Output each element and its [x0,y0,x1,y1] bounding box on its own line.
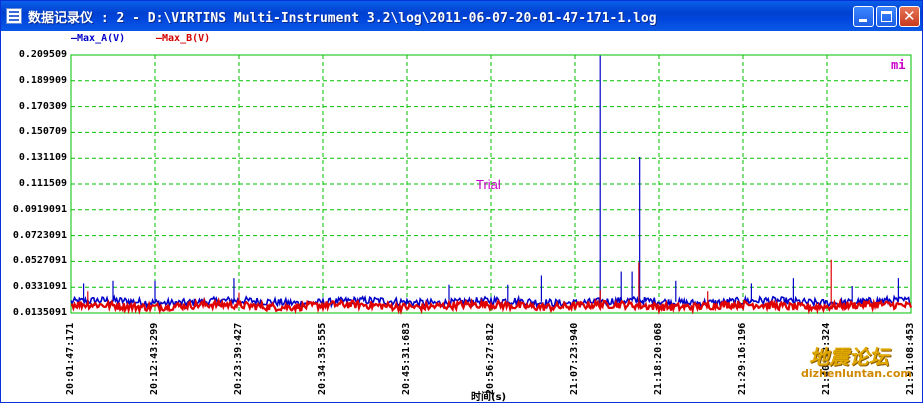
maximize-icon [881,11,892,22]
series-line-max-b [70,296,913,316]
close-icon: ✕ [903,7,916,25]
x-tick-label: 20:12:43:299 [149,322,160,395]
x-tick-label: 21:07:23:940 [569,322,580,395]
x-axis-label: 时间(s) [471,392,507,403]
legend-series-a: —Max_A(V) [71,33,126,44]
y-tick-label: 0.0919091 [12,203,67,215]
y-tick-label: 0.150709 [18,126,67,138]
forum-watermark: 地震论坛 [809,345,889,369]
y-tick-label: 0.170309 [18,100,67,112]
y-tick-label: 0.209509 [18,49,67,60]
y-tick-label: 0.111509 [18,178,67,189]
close-button[interactable]: ✕ [899,6,920,27]
trial-watermark: Trial [476,177,501,192]
window-title: 数据记录仪 : 2 - D:\VIRTINS Multi-Instrument … [28,11,657,26]
title-bar[interactable]: 数据记录仪 : 2 - D:\VIRTINS Multi-Instrument … [1,1,922,31]
maximize-button[interactable] [876,6,897,27]
x-tick-label: 21:29:16:196 [737,322,748,395]
forum-watermark-url: dizhenluntan.com [801,367,912,380]
x-tick-label: 20:01:47:171 [65,322,76,395]
data-logger-icon[interactable] [6,8,22,24]
mi-annotation: mi [891,58,906,72]
x-tick-label: 20:45:31:683 [401,322,412,395]
x-tick-label: 20:56:27:812 [485,322,496,395]
y-tick-label: 0.0527091 [12,255,67,267]
y-tick-label: 0.131109 [18,152,67,164]
x-tick-label: 20:23:39:427 [233,322,244,395]
y-tick-label: 0.0331091 [12,281,67,293]
y-tick-label: 0.0723091 [12,229,67,241]
y-tick-label: 0.189909 [18,74,67,86]
x-tick-label: 20:34:35:555 [317,322,328,395]
y-tick-label: 0.0135091 [12,307,67,318]
x-tick-label: 21:18:20:068 [653,322,664,395]
x-tick-label: 21:51:08:453 [905,322,916,395]
minimize-icon [859,19,867,22]
minimize-button[interactable] [853,6,874,27]
legend-series-b: —Max_B(V) [156,33,211,44]
